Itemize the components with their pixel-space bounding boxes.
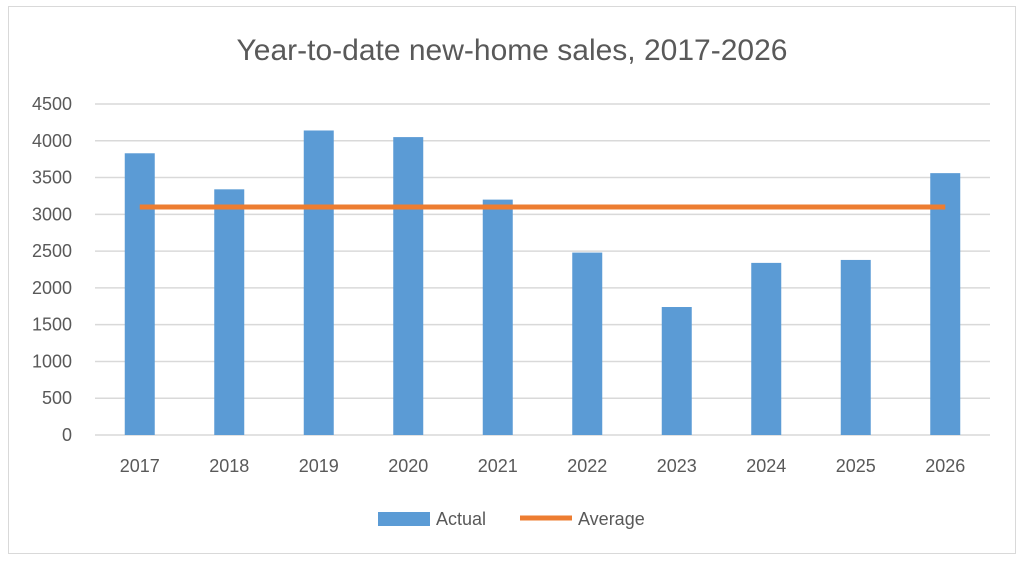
legend-label-average: Average [578, 509, 645, 529]
bar [840, 259, 871, 435]
x-tick-label: 2017 [120, 456, 160, 476]
x-tick-label: 2022 [567, 456, 607, 476]
bar [751, 262, 782, 435]
y-tick-label: 2500 [32, 241, 72, 261]
x-tick-label: 2018 [209, 456, 249, 476]
x-tick-label: 2019 [299, 456, 339, 476]
bar [482, 199, 513, 435]
x-tick-label: 2023 [657, 456, 697, 476]
chart-title: Year-to-date new-home sales, 2017-2026 [237, 34, 788, 67]
x-tick-label: 2020 [388, 456, 428, 476]
y-tick-label: 2000 [32, 278, 72, 298]
y-tick-label: 4500 [32, 94, 72, 114]
x-tick-label: 2025 [836, 456, 876, 476]
y-tick-label: 3000 [32, 204, 72, 224]
x-tick-label: 2026 [925, 456, 965, 476]
bar [930, 173, 961, 436]
x-tick-label: 2024 [746, 456, 786, 476]
legend: Actual Average [378, 509, 645, 529]
y-tick-label: 1500 [32, 315, 72, 335]
bar [572, 252, 603, 435]
bar [303, 130, 334, 436]
bar [124, 153, 155, 435]
bar [661, 307, 692, 435]
x-tick-label: 2021 [478, 456, 518, 476]
bar-series [124, 130, 961, 436]
y-axis-ticks: 0 500 1000 1500 2000 2500 3000 3500 4000 4500 [32, 94, 72, 445]
legend-label-actual: Actual [436, 509, 486, 529]
x-axis-ticks: 2017 2018 2019 2020 2021 2022 2023 2024 2025 2026 [120, 456, 966, 476]
y-tick-label: 500 [42, 388, 72, 408]
y-tick-label: 4000 [32, 131, 72, 151]
bar [393, 137, 424, 435]
y-tick-label: 3500 [32, 168, 72, 188]
bar [214, 189, 245, 435]
y-tick-label: 1000 [32, 351, 72, 371]
legend-swatch-actual [378, 512, 430, 526]
y-tick-label: 0 [62, 425, 72, 445]
